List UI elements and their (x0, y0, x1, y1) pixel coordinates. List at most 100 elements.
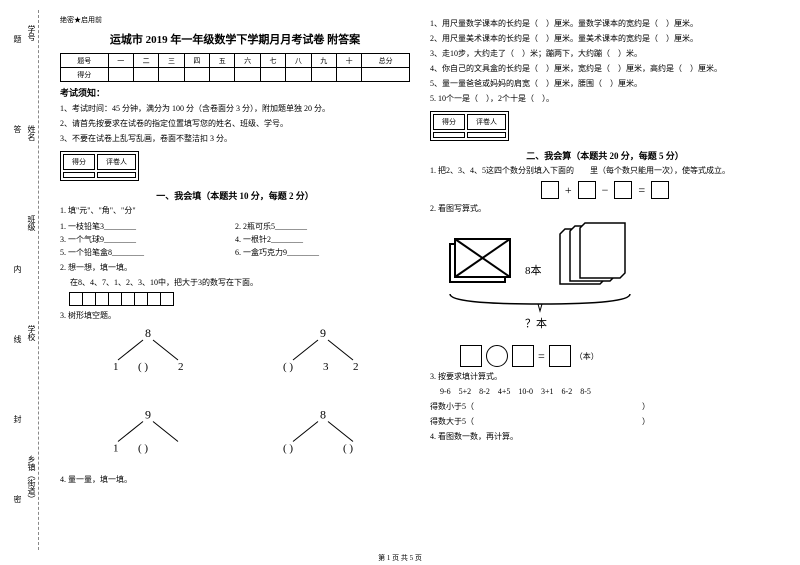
tree-4: 8 ( ) ( ) (268, 399, 378, 471)
scorebox-label: 得分 (63, 154, 95, 170)
svg-text:2: 2 (178, 361, 184, 373)
tree-2: 9 ( ) 3 2 (268, 325, 378, 397)
page-content: 绝密★启用前 运城市 2019 年一年级数学下学期月月考试卷 附答案 题号 一 … (50, 10, 790, 555)
th: 题号 (61, 54, 109, 68)
scorebox-label: 得分 (433, 114, 465, 130)
th: 八 (286, 54, 311, 68)
blank-box (651, 181, 669, 199)
svg-text:( ): ( ) (138, 443, 148, 455)
scorebox-label: 评卷人 (467, 114, 506, 130)
svg-text:3: 3 (323, 361, 329, 373)
book-stack-icon (450, 239, 510, 282)
s2-q1: 1. 把2、3、4、5这四个数分别填入下面的 里（每个数只能用一次），使等式成立… (430, 165, 780, 177)
label-school: 学校 (26, 325, 37, 341)
right-column: 1、用尺量数学课本的长约是（ ）厘米。量数学课本的宽约是（ ）厘米。 2、用尺量… (420, 10, 790, 555)
q1-item: 3. 一个气球9________ (60, 234, 235, 245)
s2-q2: 2. 看图写算式。 (430, 203, 780, 215)
notice-1: 1、考试时间：45 分钟，满分为 100 分（含卷面分 3 分），附加题单独 2… (60, 103, 410, 115)
th: 六 (235, 54, 260, 68)
confidential-label: 绝密★启用前 (60, 15, 410, 25)
books-diagram: 8本 ？本 (430, 219, 780, 341)
th: 总分 (362, 54, 410, 68)
unit-label: （本） (575, 351, 599, 362)
notice-2: 2、请首先按要求在试卷的指定位置填写您的姓名、班级、学号。 (60, 118, 410, 130)
th: 九 (311, 54, 336, 68)
tree-1: 8 1( )2 (93, 325, 203, 397)
q1-item: 5. 一个铅笔盒8________ (60, 247, 235, 258)
page-footer: 第 1 页 共 5 页 (0, 553, 800, 563)
r-line-4: 4、你自己的文具盒的长约是（ ）厘米，宽约是（ ）厘米，高约是（ ）厘米。 (430, 63, 780, 75)
blank-box (578, 181, 596, 199)
score-value-row: 得分 (61, 68, 410, 82)
fold-line (38, 10, 39, 550)
svg-text:( ): ( ) (138, 361, 148, 373)
r-line-1: 1、用尺量数学课本的长约是（ ）厘米。量数学课本的宽约是（ ）厘米。 (430, 18, 780, 30)
equals-op: = (638, 183, 645, 198)
tree-diagrams: 8 1( )2 9 ( )32 (60, 325, 410, 397)
margin-char-4: 线 (12, 335, 23, 343)
score-header-row: 题号 一 二 三 四 五 六 七 八 九 十 总分 (61, 54, 410, 68)
q1-items: 1. 一枝铅笔3________ 2. 2瓶可乐5________ 3. 一个气… (60, 220, 410, 259)
q1-heading: 1. 填"元"、"角"、"分" (60, 205, 410, 217)
s2-q4: 4. 看图数一数，再计算。 (430, 431, 780, 443)
th: 五 (210, 54, 235, 68)
svg-text:9: 9 (145, 408, 151, 422)
q2-text: 在8、4、7、1、2、3、10中，把大于3的数写在下面。 (70, 277, 410, 289)
th: 二 (133, 54, 158, 68)
svg-text:2: 2 (353, 361, 359, 373)
answer-circle (486, 345, 508, 367)
svg-text:( ): ( ) (343, 443, 353, 455)
th: 四 (184, 54, 209, 68)
label-class: 班级 (26, 215, 37, 231)
section-score-box-2: 得分评卷人 (430, 111, 509, 141)
svg-text:8: 8 (320, 408, 326, 422)
plus-op: + (565, 183, 572, 198)
book-pages-icon (560, 223, 625, 284)
th: 三 (159, 54, 184, 68)
minus-op: − (602, 183, 609, 198)
q1-item: 6. 一盒巧克力9________ (235, 247, 410, 258)
blank-box (541, 181, 559, 199)
s2-q3: 3. 按要求填计算式。 (430, 371, 780, 383)
section-score-box: 得分评卷人 (60, 151, 139, 181)
tree-3: 9 1 ( ) (93, 399, 203, 471)
td: 得分 (61, 68, 109, 82)
svg-text:( ): ( ) (283, 443, 293, 455)
answer-box (549, 345, 571, 367)
tree-node: 8 (145, 326, 151, 340)
answer-boxes (70, 292, 410, 306)
equation-boxes: + − = (430, 181, 780, 199)
scorebox-label: 评卷人 (97, 154, 136, 170)
q1-item: 2. 2瓶可乐5________ (235, 221, 410, 232)
q1-item: 4. 一根针2________ (235, 234, 410, 245)
left-column: 绝密★启用前 运城市 2019 年一年级数学下学期月月考试卷 附答案 题号 一 … (50, 10, 420, 555)
calc-less-5: 得数小于5（ ） (430, 401, 780, 413)
notice-heading: 考试须知： (60, 86, 410, 99)
svg-text:9: 9 (320, 326, 326, 340)
r-line-3: 3、走10步，大约走了（ ）米；蹦两下，大约蹦（ ）米。 (430, 48, 780, 60)
q2-heading: 2. 想一想，填一填。 (60, 262, 410, 274)
th: 一 (108, 54, 133, 68)
score-table: 题号 一 二 三 四 五 六 七 八 九 十 总分 得分 (60, 53, 410, 82)
notice-3: 3、不要在试卷上乱写乱画，卷面不整洁扣 3 分。 (60, 133, 410, 145)
books-question: ？本 (525, 316, 547, 330)
books-count: 8本 (525, 263, 542, 277)
th: 七 (260, 54, 285, 68)
r-line-2: 2、用尺量美术课本的长约是（ ）厘米。量美术课本的宽约是（ ）厘米。 (430, 33, 780, 45)
r-line-5: 5、量一量爸爸或妈妈的肩宽（ ）厘米，腰围（ ）厘米。 (430, 78, 780, 90)
calc-expressions: 9-6 5+2 8-2 4+5 10-0 3+1 6-2 8-5 (440, 386, 780, 398)
answer-box (512, 345, 534, 367)
margin-char-2: 答 (12, 125, 23, 133)
margin-char-6: 密 (12, 495, 23, 503)
r-line-6: 5. 10个一是（ ），2个十是（ ）。 (430, 93, 780, 105)
label-town: 乡镇（街道） (26, 455, 37, 503)
label-id: 学号 (26, 25, 37, 41)
answer-box (460, 345, 482, 367)
binding-margin: 学号 姓名 班级 学校 乡镇（街道） 题 答 内 线 封 密 (8, 15, 38, 515)
exam-title: 运城市 2019 年一年级数学下学期月月考试卷 附答案 (60, 31, 410, 47)
svg-text:( ): ( ) (283, 361, 293, 373)
svg-text:1: 1 (113, 443, 119, 455)
margin-char-5: 封 (12, 415, 23, 423)
answer-equation: = （本） (460, 345, 780, 367)
margin-char-1: 题 (12, 35, 23, 43)
